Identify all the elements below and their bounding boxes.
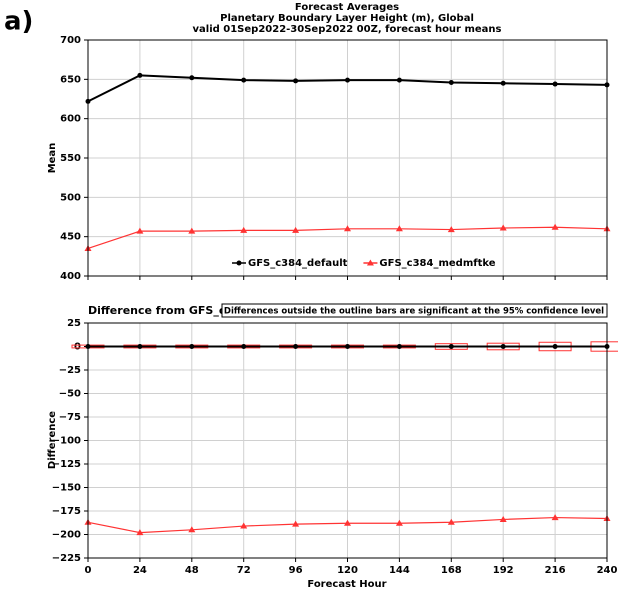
y-tick-label: −225: [52, 553, 81, 564]
legend-label: GFS_c384_default: [248, 258, 348, 269]
marker: [136, 227, 144, 234]
x-tick-label: 192: [493, 565, 514, 576]
y-tick-label: −125: [52, 459, 81, 470]
marker: [240, 226, 248, 233]
y-tick-label: 600: [60, 114, 81, 125]
marker: [137, 344, 143, 349]
y-tick-label: 650: [60, 74, 81, 85]
y-tick-label: −25: [59, 365, 81, 376]
annotation-box: [221, 303, 608, 318]
y-tick-label: 450: [60, 232, 81, 243]
marker: [344, 225, 351, 232]
marker: [499, 224, 507, 231]
marker: [292, 520, 300, 527]
plot-frame: [87, 322, 608, 559]
marker: [448, 79, 454, 85]
x-tick-label: 168: [441, 565, 462, 576]
x-tick-label: 0: [85, 565, 92, 576]
marker: [447, 518, 455, 525]
y-tick-label: 700: [60, 35, 81, 46]
x-tick-label: 240: [597, 565, 618, 576]
x-tick-label: 96: [289, 565, 303, 576]
marker: [293, 78, 299, 84]
y-tick-label: −100: [52, 436, 81, 447]
marker: [189, 75, 195, 81]
x-tick-label: 216: [545, 565, 566, 576]
marker: [500, 344, 506, 349]
marker: [188, 227, 196, 234]
marker: [136, 529, 144, 536]
y-tick-label: 500: [60, 192, 81, 203]
x-tick-label: 24: [133, 565, 147, 576]
x-tick-label: 72: [237, 565, 251, 576]
y-tick-label: 25: [67, 318, 81, 329]
x-tick-label: 48: [185, 565, 199, 576]
marker: [137, 72, 143, 78]
marker: [241, 77, 247, 83]
marker: [396, 344, 402, 349]
marker: [552, 81, 558, 87]
chart-title: Forecast Averages: [295, 2, 399, 13]
y-axis-label: Mean: [47, 143, 58, 174]
marker: [188, 526, 196, 533]
marker: [551, 514, 559, 521]
x-tick-label: 120: [337, 565, 358, 576]
marker: [236, 260, 242, 266]
legend-label: GFS_c384_medmftke: [379, 258, 495, 269]
y-axis-label: Difference: [47, 411, 58, 469]
y-tick-label: −175: [52, 506, 81, 517]
y-tick-label: 550: [60, 153, 81, 164]
annotation: Differences outside the outline bars are…: [224, 307, 604, 317]
y-tick-label: −200: [52, 530, 81, 541]
marker: [499, 515, 507, 522]
marker: [293, 344, 299, 349]
marker: [344, 519, 351, 526]
y-tick-label: 400: [60, 271, 81, 282]
marker: [396, 77, 402, 83]
chart-subtitle: Planetary Boundary Layer Height (m), Glo…: [220, 13, 474, 24]
marker: [189, 344, 195, 349]
marker: [241, 344, 247, 349]
marker: [447, 226, 455, 233]
marker: [292, 226, 300, 233]
plot-frame: [87, 39, 608, 277]
marker: [552, 344, 558, 349]
chart-subtitle: valid 01Sep2022-30Sep2022 00Z, forecast …: [193, 24, 502, 35]
x-tick-label: 144: [389, 565, 410, 576]
marker: [366, 259, 374, 266]
x-axis-label: Forecast Hour: [307, 579, 386, 590]
marker: [448, 344, 454, 349]
marker: [500, 80, 506, 86]
marker: [345, 77, 350, 83]
y-tick-label: −50: [59, 389, 81, 400]
marker: [551, 223, 559, 230]
marker: [345, 344, 350, 349]
marker: [395, 225, 403, 232]
y-tick-label: −75: [59, 412, 81, 423]
marker: [395, 519, 403, 526]
panel-label: a): [4, 7, 33, 37]
y-tick-label: −150: [52, 483, 81, 494]
y-tick-label: 0: [74, 342, 81, 353]
marker: [240, 522, 248, 529]
